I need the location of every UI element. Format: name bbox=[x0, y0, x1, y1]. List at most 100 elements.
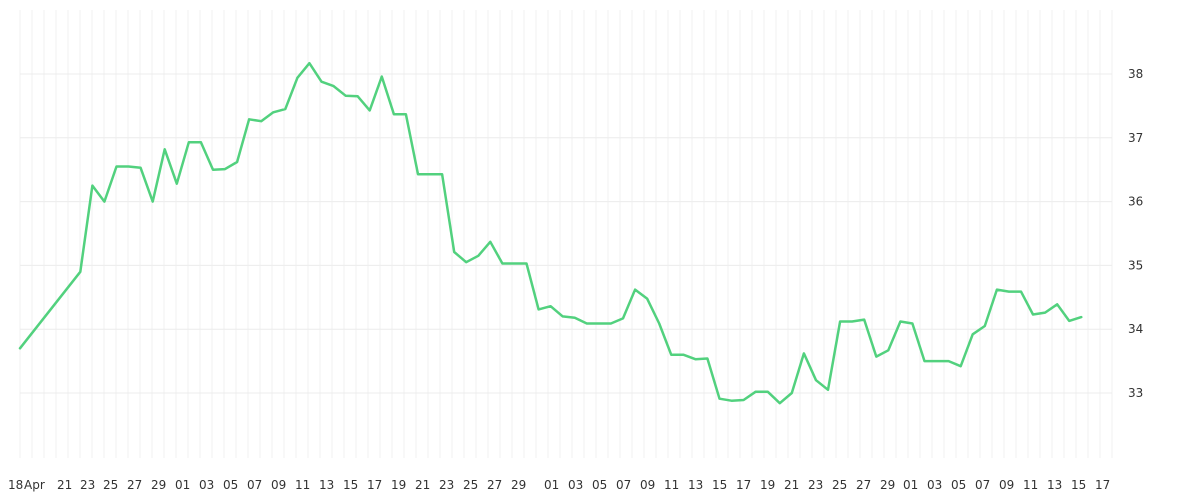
data-point bbox=[332, 84, 336, 88]
series-line bbox=[18, 61, 1083, 405]
data-point bbox=[235, 160, 239, 164]
data-point bbox=[320, 80, 324, 84]
x-tick-label: 29 bbox=[511, 478, 526, 492]
data-point bbox=[464, 260, 468, 264]
data-point bbox=[1031, 313, 1035, 317]
data-point bbox=[211, 168, 215, 172]
data-point bbox=[766, 390, 770, 394]
data-point bbox=[102, 200, 106, 204]
x-tick-label: 23 bbox=[808, 478, 823, 492]
data-point bbox=[452, 250, 456, 254]
data-point bbox=[428, 172, 432, 176]
x-tick-label: 29 bbox=[880, 478, 895, 492]
data-point bbox=[307, 61, 311, 65]
data-point bbox=[778, 401, 782, 405]
data-point bbox=[1019, 290, 1023, 294]
x-tick-label: 11 bbox=[1023, 478, 1038, 492]
x-tick-label: 17 bbox=[367, 478, 382, 492]
data-point bbox=[90, 184, 94, 188]
y-tick-label: 37 bbox=[1128, 131, 1143, 145]
data-point bbox=[404, 112, 408, 116]
y-tick-label: 33 bbox=[1128, 386, 1143, 400]
x-tick-label: 07 bbox=[616, 478, 631, 492]
data-point bbox=[862, 318, 866, 322]
data-point bbox=[380, 75, 384, 79]
data-point bbox=[693, 357, 697, 361]
data-point bbox=[500, 262, 504, 266]
x-tick-label: 21 bbox=[784, 478, 799, 492]
x-tick-label: 15 bbox=[343, 478, 358, 492]
data-point bbox=[718, 397, 722, 401]
data-point bbox=[416, 172, 420, 176]
x-tick-label: 09 bbox=[999, 478, 1014, 492]
x-tick-label: 27 bbox=[127, 478, 142, 492]
x-tick-label: 01 bbox=[175, 478, 190, 492]
x-tick-label: Apr bbox=[24, 478, 45, 492]
data-point bbox=[368, 108, 372, 112]
data-point bbox=[597, 322, 601, 326]
data-point bbox=[247, 117, 251, 121]
x-tick-label: 15 bbox=[1071, 478, 1086, 492]
data-point bbox=[633, 288, 637, 292]
data-point bbox=[742, 398, 746, 402]
x-tick-label: 13 bbox=[688, 478, 703, 492]
y-tick-label: 35 bbox=[1128, 258, 1143, 272]
data-point bbox=[585, 322, 589, 326]
data-point bbox=[645, 297, 649, 301]
data-point bbox=[850, 320, 854, 324]
data-point bbox=[754, 390, 758, 394]
x-tick-label: 19 bbox=[760, 478, 775, 492]
data-point bbox=[525, 262, 529, 266]
data-point bbox=[947, 359, 951, 363]
x-tick-label: 05 bbox=[951, 478, 966, 492]
data-point bbox=[199, 140, 203, 144]
data-point bbox=[488, 240, 492, 244]
x-tick-label: 09 bbox=[640, 478, 655, 492]
y-axis: 33 34 35 36 37 38 bbox=[1128, 67, 1143, 400]
data-point bbox=[886, 348, 890, 352]
data-point bbox=[573, 316, 577, 320]
x-tick-label: 27 bbox=[856, 478, 871, 492]
y-tick-label: 34 bbox=[1128, 322, 1143, 336]
data-point bbox=[175, 182, 179, 186]
x-tick-label: 23 bbox=[80, 478, 95, 492]
data-point bbox=[295, 76, 299, 80]
data-point bbox=[549, 304, 553, 308]
x-tick-label: 03 bbox=[568, 478, 583, 492]
data-point bbox=[838, 320, 842, 324]
x-tick-label: 01 bbox=[903, 478, 918, 492]
data-point bbox=[344, 94, 348, 98]
x-tick-label: 25 bbox=[463, 478, 478, 492]
data-point bbox=[163, 147, 167, 151]
data-point bbox=[609, 322, 613, 326]
data-point bbox=[283, 107, 287, 111]
data-point bbox=[440, 172, 444, 176]
data-point bbox=[476, 254, 480, 258]
x-tick-label: 11 bbox=[295, 478, 310, 492]
x-tick-label: 19 bbox=[391, 478, 406, 492]
x-tick-label: 03 bbox=[199, 478, 214, 492]
data-point bbox=[910, 322, 914, 326]
vertical-grid bbox=[19, 10, 1113, 458]
data-point bbox=[935, 359, 939, 363]
y-tick-label: 38 bbox=[1128, 67, 1143, 81]
x-tick-label: 13 bbox=[1047, 478, 1062, 492]
data-point bbox=[790, 391, 794, 395]
x-tick-label: 07 bbox=[975, 478, 990, 492]
x-tick-label: 15 bbox=[712, 478, 727, 492]
data-point bbox=[705, 357, 709, 361]
data-point bbox=[874, 355, 878, 359]
data-point bbox=[259, 119, 263, 123]
data-point bbox=[1079, 315, 1083, 319]
x-tick-label: 25 bbox=[832, 478, 847, 492]
data-point bbox=[814, 378, 818, 382]
data-point bbox=[923, 359, 927, 363]
data-point bbox=[959, 364, 963, 368]
x-tick-label: 11 bbox=[664, 478, 679, 492]
series-group bbox=[18, 61, 1083, 405]
data-point bbox=[995, 288, 999, 292]
x-tick-label: 17 bbox=[736, 478, 751, 492]
y-tick-label: 36 bbox=[1128, 195, 1143, 209]
data-point bbox=[730, 399, 734, 403]
data-point bbox=[139, 166, 143, 170]
